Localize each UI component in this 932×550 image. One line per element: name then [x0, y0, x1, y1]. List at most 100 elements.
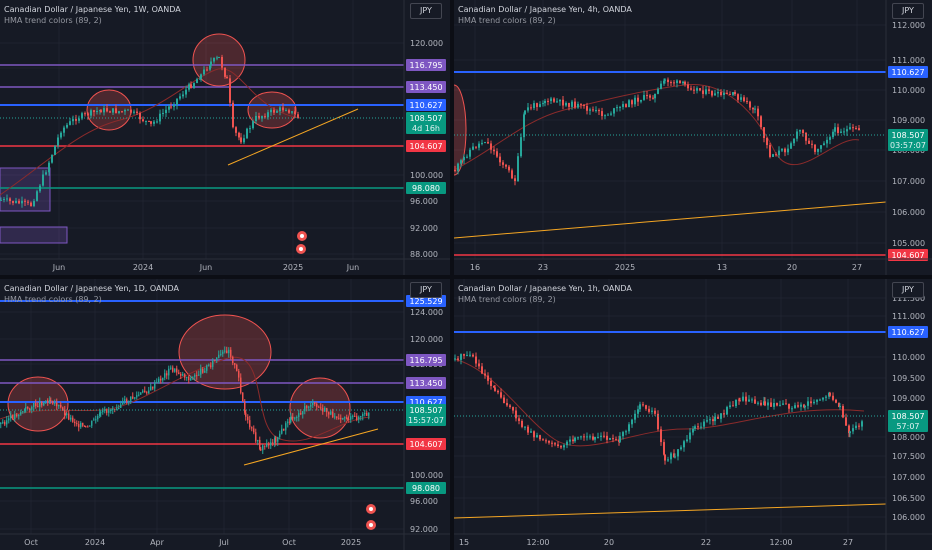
pane-divider-horizontal[interactable] — [0, 275, 932, 279]
candle — [533, 431, 535, 438]
candle — [64, 409, 66, 416]
candle — [592, 436, 594, 440]
candle — [729, 93, 731, 95]
candle — [509, 405, 511, 408]
currency-button[interactable]: JPY — [410, 3, 442, 19]
candle — [66, 124, 68, 128]
chart-header: Canadian Dollar / Japanese Yen, 4h, OAND… — [458, 4, 632, 26]
candle — [723, 92, 725, 96]
candle — [216, 357, 218, 361]
candle — [735, 399, 737, 407]
candle — [33, 402, 35, 408]
candle — [246, 128, 248, 139]
candle — [469, 354, 471, 356]
chart-pane-daily[interactable]: 124.000120.000112.000100.00096.00092.000… — [0, 279, 450, 550]
candle — [457, 163, 459, 171]
candle — [732, 92, 734, 95]
candle — [232, 356, 234, 364]
candle — [154, 382, 156, 389]
current-price-label: 108.507 — [891, 412, 924, 421]
candle — [609, 438, 611, 440]
candle — [12, 415, 14, 419]
currency-button[interactable]: JPY — [892, 282, 924, 298]
candle — [240, 137, 242, 143]
candle — [340, 417, 342, 420]
candle — [612, 438, 614, 440]
currency-button[interactable]: JPY — [892, 3, 924, 19]
candle — [272, 442, 274, 444]
chart-pane-weekly[interactable]: 120.000112.000100.00096.00092.00088.0001… — [0, 0, 450, 275]
candle — [571, 101, 573, 107]
candle — [165, 109, 167, 113]
candle — [574, 101, 576, 108]
candle — [214, 360, 216, 362]
time-tick-label: 2025 — [615, 263, 635, 272]
candle — [610, 113, 612, 115]
candle — [236, 364, 238, 371]
currency-button[interactable]: JPY — [410, 282, 442, 298]
candle — [577, 103, 579, 108]
candle — [132, 396, 134, 399]
candle — [96, 111, 98, 113]
candle — [200, 368, 202, 375]
candle — [749, 101, 751, 108]
candle — [162, 112, 164, 114]
level-price-tag — [888, 66, 928, 78]
candle — [18, 414, 20, 417]
candle — [533, 103, 535, 109]
candle — [553, 98, 555, 102]
candle — [224, 350, 226, 352]
chart-pane-4h[interactable]: 112.000111.000110.000109.000108.000107.0… — [454, 0, 932, 275]
candle — [72, 417, 74, 422]
chart-title: Canadian Dollar / Japanese Yen, 1W, OAND… — [4, 5, 181, 14]
chart-pane-1h[interactable]: 111.500 111.000 110.000 109.500 109.000 108.0… — [454, 279, 932, 550]
chart-4h[interactable]: 112.000111.000110.000109.000108.000107.0… — [454, 0, 932, 275]
candle — [499, 156, 501, 163]
candle — [316, 403, 318, 407]
candle — [670, 82, 672, 84]
candle — [770, 402, 772, 407]
candle — [290, 416, 292, 423]
candle — [740, 97, 742, 100]
candle — [348, 418, 350, 420]
chart-weekly[interactable]: 120.000112.000100.00096.00092.00088.0001… — [0, 0, 450, 275]
candle — [60, 404, 62, 408]
candle — [757, 402, 759, 404]
candle — [252, 121, 254, 129]
current-price-tag — [888, 129, 928, 151]
candle — [703, 421, 705, 427]
candle — [39, 401, 41, 407]
candle — [153, 121, 155, 124]
candle — [554, 443, 556, 445]
candle — [275, 437, 277, 442]
candle — [823, 143, 825, 146]
chart-daily[interactable]: 124.000120.000112.000100.00096.00092.000… — [0, 279, 450, 550]
candle — [766, 137, 768, 146]
candle — [521, 420, 523, 427]
candle — [216, 57, 218, 59]
bar-countdown-label: 15:57:07 — [408, 416, 444, 425]
candle — [751, 399, 753, 401]
candle — [33, 200, 35, 207]
candle — [126, 399, 128, 403]
candle — [160, 378, 162, 381]
indicator-label: HMA trend colors (89, 2) — [4, 16, 102, 25]
candle — [257, 440, 259, 442]
chart-1h[interactable]: 111.500 111.000 110.000 109.500 109.000 108.0… — [454, 279, 932, 550]
time-tick-label: 2024 — [133, 263, 153, 272]
candle — [709, 419, 711, 421]
level-price-label: 110.627 — [891, 328, 924, 337]
candle — [274, 437, 276, 443]
candle — [136, 111, 138, 113]
candle — [95, 419, 97, 421]
candle — [607, 114, 609, 116]
candle — [110, 409, 112, 411]
candle — [562, 99, 564, 106]
chart-background — [0, 279, 450, 550]
candle — [478, 143, 480, 148]
highlight-ellipse — [454, 84, 467, 176]
candle — [648, 408, 650, 412]
candle — [199, 78, 201, 80]
candle — [463, 157, 465, 161]
candle — [763, 127, 765, 138]
